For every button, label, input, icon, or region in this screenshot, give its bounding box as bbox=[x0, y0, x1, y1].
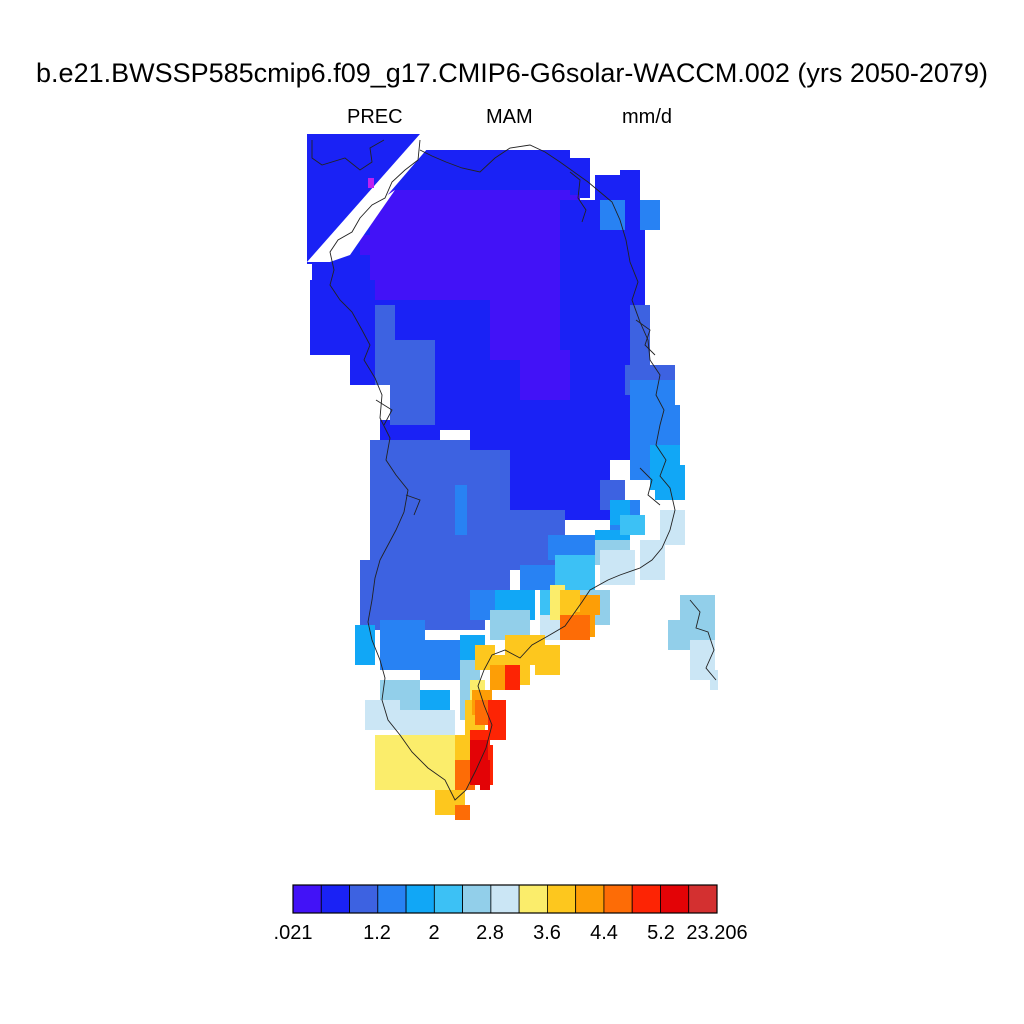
colorbar-swatch bbox=[688, 884, 718, 914]
grid-cell bbox=[625, 210, 645, 310]
colorbar-swatch bbox=[349, 884, 379, 914]
grid-cell bbox=[580, 595, 600, 615]
colorbar-swatch bbox=[518, 884, 548, 914]
grid-cell bbox=[505, 665, 520, 690]
grid-cell bbox=[455, 805, 470, 820]
grid-cell bbox=[560, 615, 590, 640]
colorbar-swatch bbox=[462, 884, 492, 914]
grid-cell bbox=[520, 565, 555, 590]
grid-cell bbox=[570, 340, 630, 460]
grid-cell bbox=[620, 515, 645, 535]
grid-cell bbox=[360, 235, 380, 255]
grid-cell bbox=[488, 700, 506, 740]
grid-cell bbox=[535, 645, 560, 675]
grid-cell bbox=[368, 178, 374, 188]
grid-cell bbox=[640, 200, 660, 230]
colorbar-tick-label: 2 bbox=[428, 922, 439, 944]
season-label: MAM bbox=[486, 106, 533, 128]
colorbar-swatch bbox=[377, 884, 407, 914]
ocean-gap bbox=[330, 190, 395, 262]
colorbar-swatch bbox=[320, 884, 350, 914]
units-label: mm/d bbox=[622, 106, 672, 128]
colorbar-swatch bbox=[631, 884, 661, 914]
colorbar-swatch bbox=[490, 884, 520, 914]
grid-cell bbox=[660, 510, 685, 545]
colorbar-tick-label: 3.6 bbox=[533, 922, 561, 944]
ocean-gap bbox=[307, 134, 440, 262]
colorbar-swatch bbox=[603, 884, 633, 914]
colorbar-swatch bbox=[547, 884, 577, 914]
grid-cell bbox=[710, 670, 718, 690]
map-grid-cells bbox=[307, 134, 718, 820]
colorbar-tick-label: 1.2 bbox=[363, 922, 391, 944]
grid-cell bbox=[380, 620, 425, 670]
grid-cell bbox=[655, 465, 685, 500]
grid-cell bbox=[365, 700, 400, 730]
colorbar-swatch bbox=[405, 884, 435, 914]
grid-cell bbox=[630, 305, 650, 365]
colorbar-swatch bbox=[433, 884, 463, 914]
grid-cell bbox=[480, 760, 490, 790]
grid-cell bbox=[420, 640, 460, 680]
colorbar-swatch bbox=[660, 884, 690, 914]
colorbar-tick-label: 23.206 bbox=[686, 922, 747, 944]
grid-cell bbox=[600, 200, 625, 230]
grid-cell bbox=[390, 760, 455, 790]
grid-cell bbox=[390, 340, 435, 425]
grid-cell bbox=[360, 560, 485, 630]
grid-cell bbox=[600, 550, 635, 585]
grid-cell bbox=[455, 485, 467, 535]
grid-cell bbox=[420, 150, 570, 190]
grid-cell bbox=[555, 555, 595, 590]
grid-cell bbox=[475, 645, 495, 670]
grid-cell bbox=[355, 625, 375, 665]
colorbar-tick-label: 4.4 bbox=[590, 922, 618, 944]
colorbar-outline bbox=[292, 884, 718, 914]
plot-title: b.e21.BWSSP585cmip6.f09_g17.CMIP6-G6sola… bbox=[36, 58, 988, 88]
colorbar-tick-label: 2.8 bbox=[476, 922, 504, 944]
colorbar-tick-label: 5.2 bbox=[647, 922, 675, 944]
coastline bbox=[311, 139, 717, 801]
variable-label: PREC bbox=[347, 106, 403, 128]
colorbar-swatch bbox=[292, 884, 322, 914]
colorbar-tick-label: .021 bbox=[274, 922, 313, 944]
colorbar-swatch bbox=[575, 884, 605, 914]
